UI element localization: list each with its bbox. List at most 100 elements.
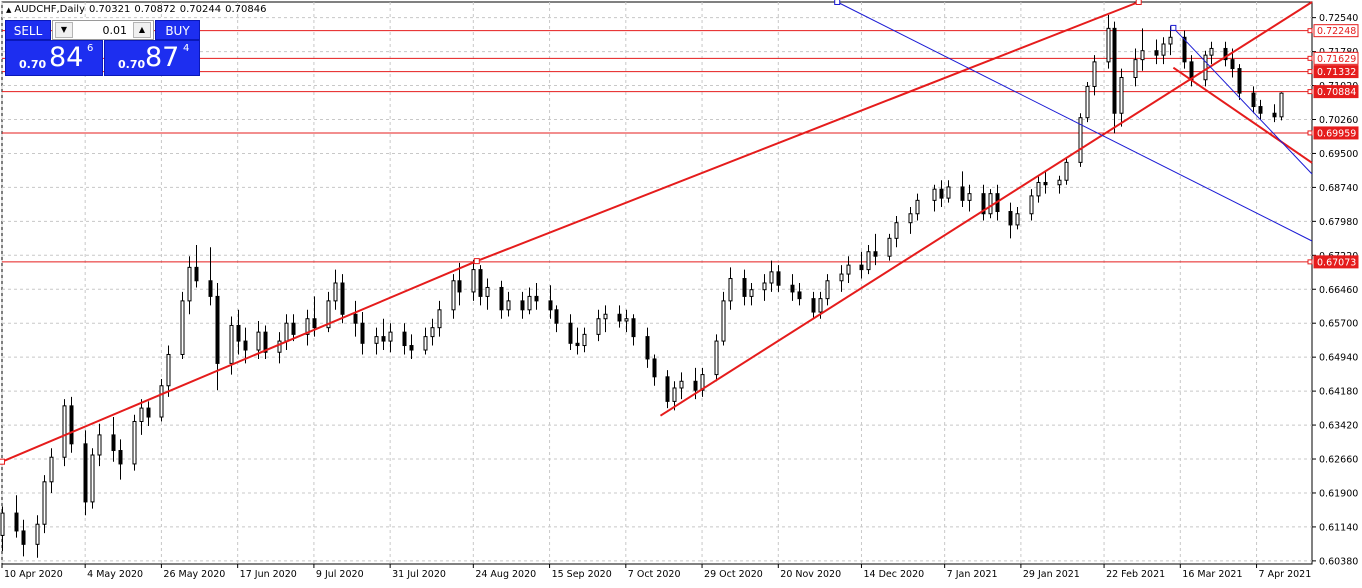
- candle-body: [988, 193, 993, 215]
- candle-body: [742, 278, 747, 297]
- candle-body: [208, 280, 213, 297]
- candle-body: [284, 322, 289, 342]
- candle-body: [49, 456, 54, 483]
- candle-body: [485, 286, 490, 297]
- candle-body: [1237, 68, 1242, 94]
- candle-body: [111, 434, 116, 452]
- candle-body: [1106, 27, 1111, 63]
- ask-price-button[interactable]: 0.70 87 4: [104, 40, 200, 76]
- candle-body: [1085, 85, 1090, 119]
- candle-body: [374, 336, 379, 344]
- candle-body: [21, 530, 26, 545]
- candle-body: [305, 318, 310, 335]
- trendline-anchor-handle[interactable]: [1135, 0, 1142, 5]
- candle-body: [596, 318, 601, 335]
- candle-body: [132, 420, 137, 465]
- trendline-anchor-handle[interactable]: [834, 0, 841, 5]
- x-tick-label: 20 Nov 2020: [780, 569, 841, 580]
- candle-body: [194, 266, 199, 282]
- trendline-short-trend[interactable]: [1172, 66, 1313, 164]
- candle-body: [118, 450, 123, 465]
- candle-body: [381, 336, 386, 342]
- candle-body: [166, 353, 171, 387]
- candle-body: [679, 380, 684, 389]
- candle-body: [946, 186, 951, 199]
- candle-body: [236, 324, 241, 342]
- low-value: 0.70244: [179, 4, 222, 15]
- candle-body: [932, 188, 937, 201]
- trendline-anchor-handle[interactable]: [473, 258, 480, 265]
- candle-body: [333, 282, 338, 302]
- trendline-anchor-handle[interactable]: [1170, 24, 1177, 31]
- y-tick-label: 0.67980: [1319, 217, 1358, 228]
- candle-body: [83, 443, 88, 503]
- trendline-anchor-handle[interactable]: [0, 458, 5, 465]
- candle-body: [776, 271, 781, 286]
- bid-small-digit: 6: [87, 43, 94, 54]
- x-tick-label: 14 Dec 2020: [863, 569, 924, 580]
- x-tick-label: 7 Jan 2021: [947, 569, 998, 580]
- x-tick-label: 24 Aug 2020: [475, 569, 536, 580]
- lot-size-input[interactable]: [75, 22, 127, 38]
- y-tick-label: 0.68740: [1319, 183, 1358, 194]
- trendline-regression-upper[interactable]: [1173, 27, 1313, 175]
- candle-body: [520, 300, 525, 311]
- candle-body: [534, 295, 539, 302]
- price-level-label-box: [1313, 126, 1359, 140]
- candle-body: [187, 266, 192, 302]
- candle-body: [652, 358, 657, 378]
- candle-body: [617, 313, 622, 322]
- bid-price-button[interactable]: 0.70 84 6: [5, 40, 103, 76]
- candle-body: [631, 318, 636, 338]
- candle-body: [1008, 211, 1013, 226]
- candle-body: [582, 333, 587, 347]
- lot-increase-button[interactable]: ▲: [133, 22, 151, 38]
- x-tick-label: 7 Oct 2020: [628, 569, 681, 580]
- candle-body: [939, 188, 944, 199]
- candle-body: [437, 309, 442, 329]
- candle-body: [790, 284, 795, 293]
- candle-body: [749, 289, 754, 297]
- lot-decrease-button[interactable]: ▼: [55, 22, 73, 38]
- candle-body: [839, 273, 844, 282]
- candle-body: [645, 336, 650, 360]
- candle-body: [797, 291, 802, 300]
- candle-body: [256, 331, 261, 351]
- candle-body: [471, 269, 476, 293]
- y-tick-label: 0.64180: [1319, 387, 1358, 398]
- price-level-label-box: [1313, 85, 1359, 99]
- candle-body: [1251, 92, 1256, 108]
- price-level-marker: [1307, 69, 1313, 75]
- candle-body: [146, 407, 151, 418]
- trendline-regression-lower[interactable]: [836, 1, 1313, 242]
- ask-prefix: 0.70: [118, 58, 146, 71]
- price-level-label: 0.69959: [1317, 128, 1356, 139]
- buy-button[interactable]: BUY: [155, 20, 200, 40]
- x-tick-label: 29 Oct 2020: [704, 569, 763, 580]
- price-level-label-box: [1313, 65, 1359, 79]
- y-tick-label: 0.63420: [1319, 421, 1358, 432]
- candle-body: [499, 286, 504, 311]
- ask-big-digits: 87: [145, 42, 180, 73]
- candle-body: [693, 380, 698, 391]
- candle-body: [1133, 59, 1138, 78]
- candle-body: [90, 454, 95, 503]
- candle-body: [915, 199, 920, 215]
- candle-body: [1209, 47, 1214, 56]
- candle-body: [243, 340, 248, 351]
- trendline-lower-channel[interactable]: [659, 1, 1313, 417]
- candle-body: [353, 313, 358, 324]
- high-value: 0.70872: [134, 4, 176, 15]
- candle-body: [1078, 117, 1083, 163]
- y-tick-label: 0.60380: [1319, 556, 1358, 567]
- candle-body: [960, 186, 965, 201]
- candle-body: [180, 300, 185, 355]
- candle-body: [1112, 27, 1117, 114]
- candle-body: [340, 282, 345, 315]
- candle-body: [1015, 213, 1020, 226]
- candle-body: [388, 331, 393, 342]
- price-level-label: 0.70884: [1317, 87, 1356, 98]
- sell-button[interactable]: SELL: [5, 20, 51, 40]
